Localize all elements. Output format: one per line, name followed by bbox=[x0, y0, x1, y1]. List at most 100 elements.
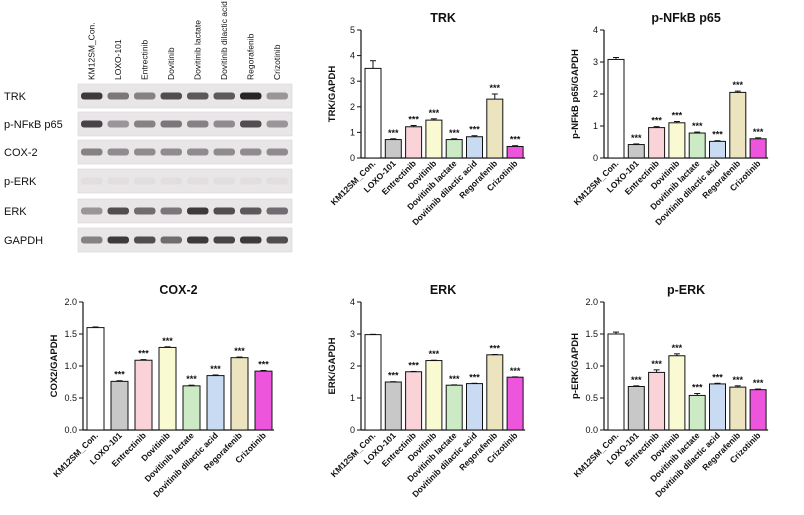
blot-band bbox=[187, 177, 209, 185]
bar bbox=[158, 346, 177, 431]
y-tick-label: 1.5 bbox=[64, 329, 77, 339]
y-tick-label: 0 bbox=[350, 425, 355, 435]
bar bbox=[182, 385, 201, 431]
significance-label: *** bbox=[469, 125, 480, 135]
blot-lane-label: Dovitinib bbox=[166, 47, 176, 80]
blot-band bbox=[187, 207, 209, 215]
blot-band bbox=[266, 177, 288, 185]
significance-label: *** bbox=[234, 346, 245, 356]
y-tick-label: 2.0 bbox=[64, 297, 77, 307]
significance-label: *** bbox=[631, 375, 642, 385]
bar bbox=[607, 333, 625, 431]
blot-band bbox=[81, 207, 103, 215]
bar bbox=[466, 136, 483, 159]
bar bbox=[384, 381, 402, 431]
blot-band bbox=[266, 207, 288, 215]
blot-band bbox=[213, 207, 235, 215]
significance-label: *** bbox=[651, 116, 662, 126]
blot-band bbox=[107, 120, 129, 128]
y-tick-label: 0.0 bbox=[64, 425, 77, 435]
blot-band bbox=[160, 148, 182, 156]
significance-label: *** bbox=[510, 135, 521, 145]
significance-label: *** bbox=[114, 370, 125, 380]
significance-label: *** bbox=[186, 374, 197, 384]
chart-title: COX-2 bbox=[159, 283, 197, 297]
y-tick-label: 1 bbox=[350, 393, 355, 403]
chart-title: TRK bbox=[430, 11, 456, 25]
blot-lane-label: LOXO-101 bbox=[113, 39, 123, 80]
blot-band bbox=[134, 148, 156, 156]
bar bbox=[425, 360, 443, 431]
y-axis-label: TRK/GAPDH bbox=[327, 66, 338, 123]
blot-lane-label: Crizotinib bbox=[272, 44, 282, 80]
y-axis-label: COX2/GAPDH bbox=[49, 334, 60, 397]
significance-label: *** bbox=[388, 128, 399, 138]
significance-label: *** bbox=[672, 111, 683, 121]
y-tick-label: 0.5 bbox=[64, 393, 77, 403]
y-tick-label: 2.0 bbox=[585, 297, 598, 307]
y-tick-label: 1.0 bbox=[64, 361, 77, 371]
significance-label: *** bbox=[692, 121, 703, 131]
significance-label: *** bbox=[672, 343, 683, 353]
western-blot-panel: KM12SM_Con. LOXO-101 Entrectinib Dovitinib D… bbox=[4, 1, 293, 253]
significance-label: *** bbox=[429, 349, 440, 359]
significance-label: *** bbox=[712, 130, 723, 140]
significance-label: *** bbox=[733, 80, 744, 90]
significance-label: *** bbox=[753, 127, 764, 137]
blot-band bbox=[187, 236, 209, 244]
blot-band bbox=[213, 177, 235, 185]
significance-label: *** bbox=[490, 343, 501, 353]
bar bbox=[749, 138, 767, 159]
blot-row-label: ERK bbox=[4, 206, 27, 218]
blot-lane-label: Regorafenib bbox=[245, 33, 255, 80]
blot-band bbox=[81, 236, 103, 244]
bar bbox=[445, 384, 463, 431]
blot-band bbox=[266, 92, 288, 100]
blot-row-label: p-NFκB p65 bbox=[4, 119, 63, 131]
blot-band bbox=[240, 120, 262, 128]
significance-label: *** bbox=[408, 114, 419, 124]
significance-label: *** bbox=[651, 359, 662, 369]
significance-label: *** bbox=[258, 359, 269, 369]
p-erk-bar-chart: p-ERK0.00.51.01.52.0p-ERK/GAPDHKM12SM_Co… bbox=[570, 283, 769, 499]
blot-band bbox=[240, 177, 262, 185]
bar bbox=[486, 98, 504, 159]
blot-band bbox=[213, 92, 235, 100]
blot-band bbox=[107, 92, 129, 100]
blot-band bbox=[160, 120, 182, 128]
bar bbox=[405, 126, 423, 159]
bar bbox=[466, 383, 483, 431]
bar bbox=[364, 334, 382, 431]
blot-band bbox=[213, 120, 235, 128]
blot-band bbox=[160, 92, 182, 100]
bar bbox=[607, 58, 625, 159]
blot-band bbox=[213, 236, 235, 244]
significance-label: *** bbox=[138, 349, 149, 359]
blot-band bbox=[266, 120, 288, 128]
blot-band bbox=[134, 207, 156, 215]
blot-band bbox=[240, 148, 262, 156]
blot-band bbox=[81, 120, 103, 128]
significance-label: *** bbox=[449, 128, 460, 138]
blot-band bbox=[107, 177, 129, 185]
y-tick-label: 3 bbox=[350, 329, 355, 339]
y-tick-label: 2 bbox=[593, 89, 598, 99]
bar bbox=[749, 389, 767, 431]
bar bbox=[364, 67, 382, 159]
bar bbox=[384, 139, 402, 159]
blot-band bbox=[160, 177, 182, 185]
bar bbox=[729, 386, 747, 431]
bar bbox=[709, 383, 726, 431]
y-tick-label: 2 bbox=[350, 361, 355, 371]
blot-band bbox=[134, 236, 156, 244]
bar bbox=[729, 91, 747, 159]
y-tick-label: 3 bbox=[350, 76, 355, 86]
significance-label: *** bbox=[692, 383, 703, 393]
blot-lane-label: Dovitinib dilactic acid bbox=[219, 1, 229, 80]
blot-band bbox=[266, 148, 288, 156]
chart-title: p-NFkB p65 bbox=[651, 11, 721, 25]
y-axis-label: p-NFkB p65/GAPDH bbox=[570, 49, 581, 139]
blot-band bbox=[134, 120, 156, 128]
y-tick-label: 5 bbox=[350, 25, 355, 35]
